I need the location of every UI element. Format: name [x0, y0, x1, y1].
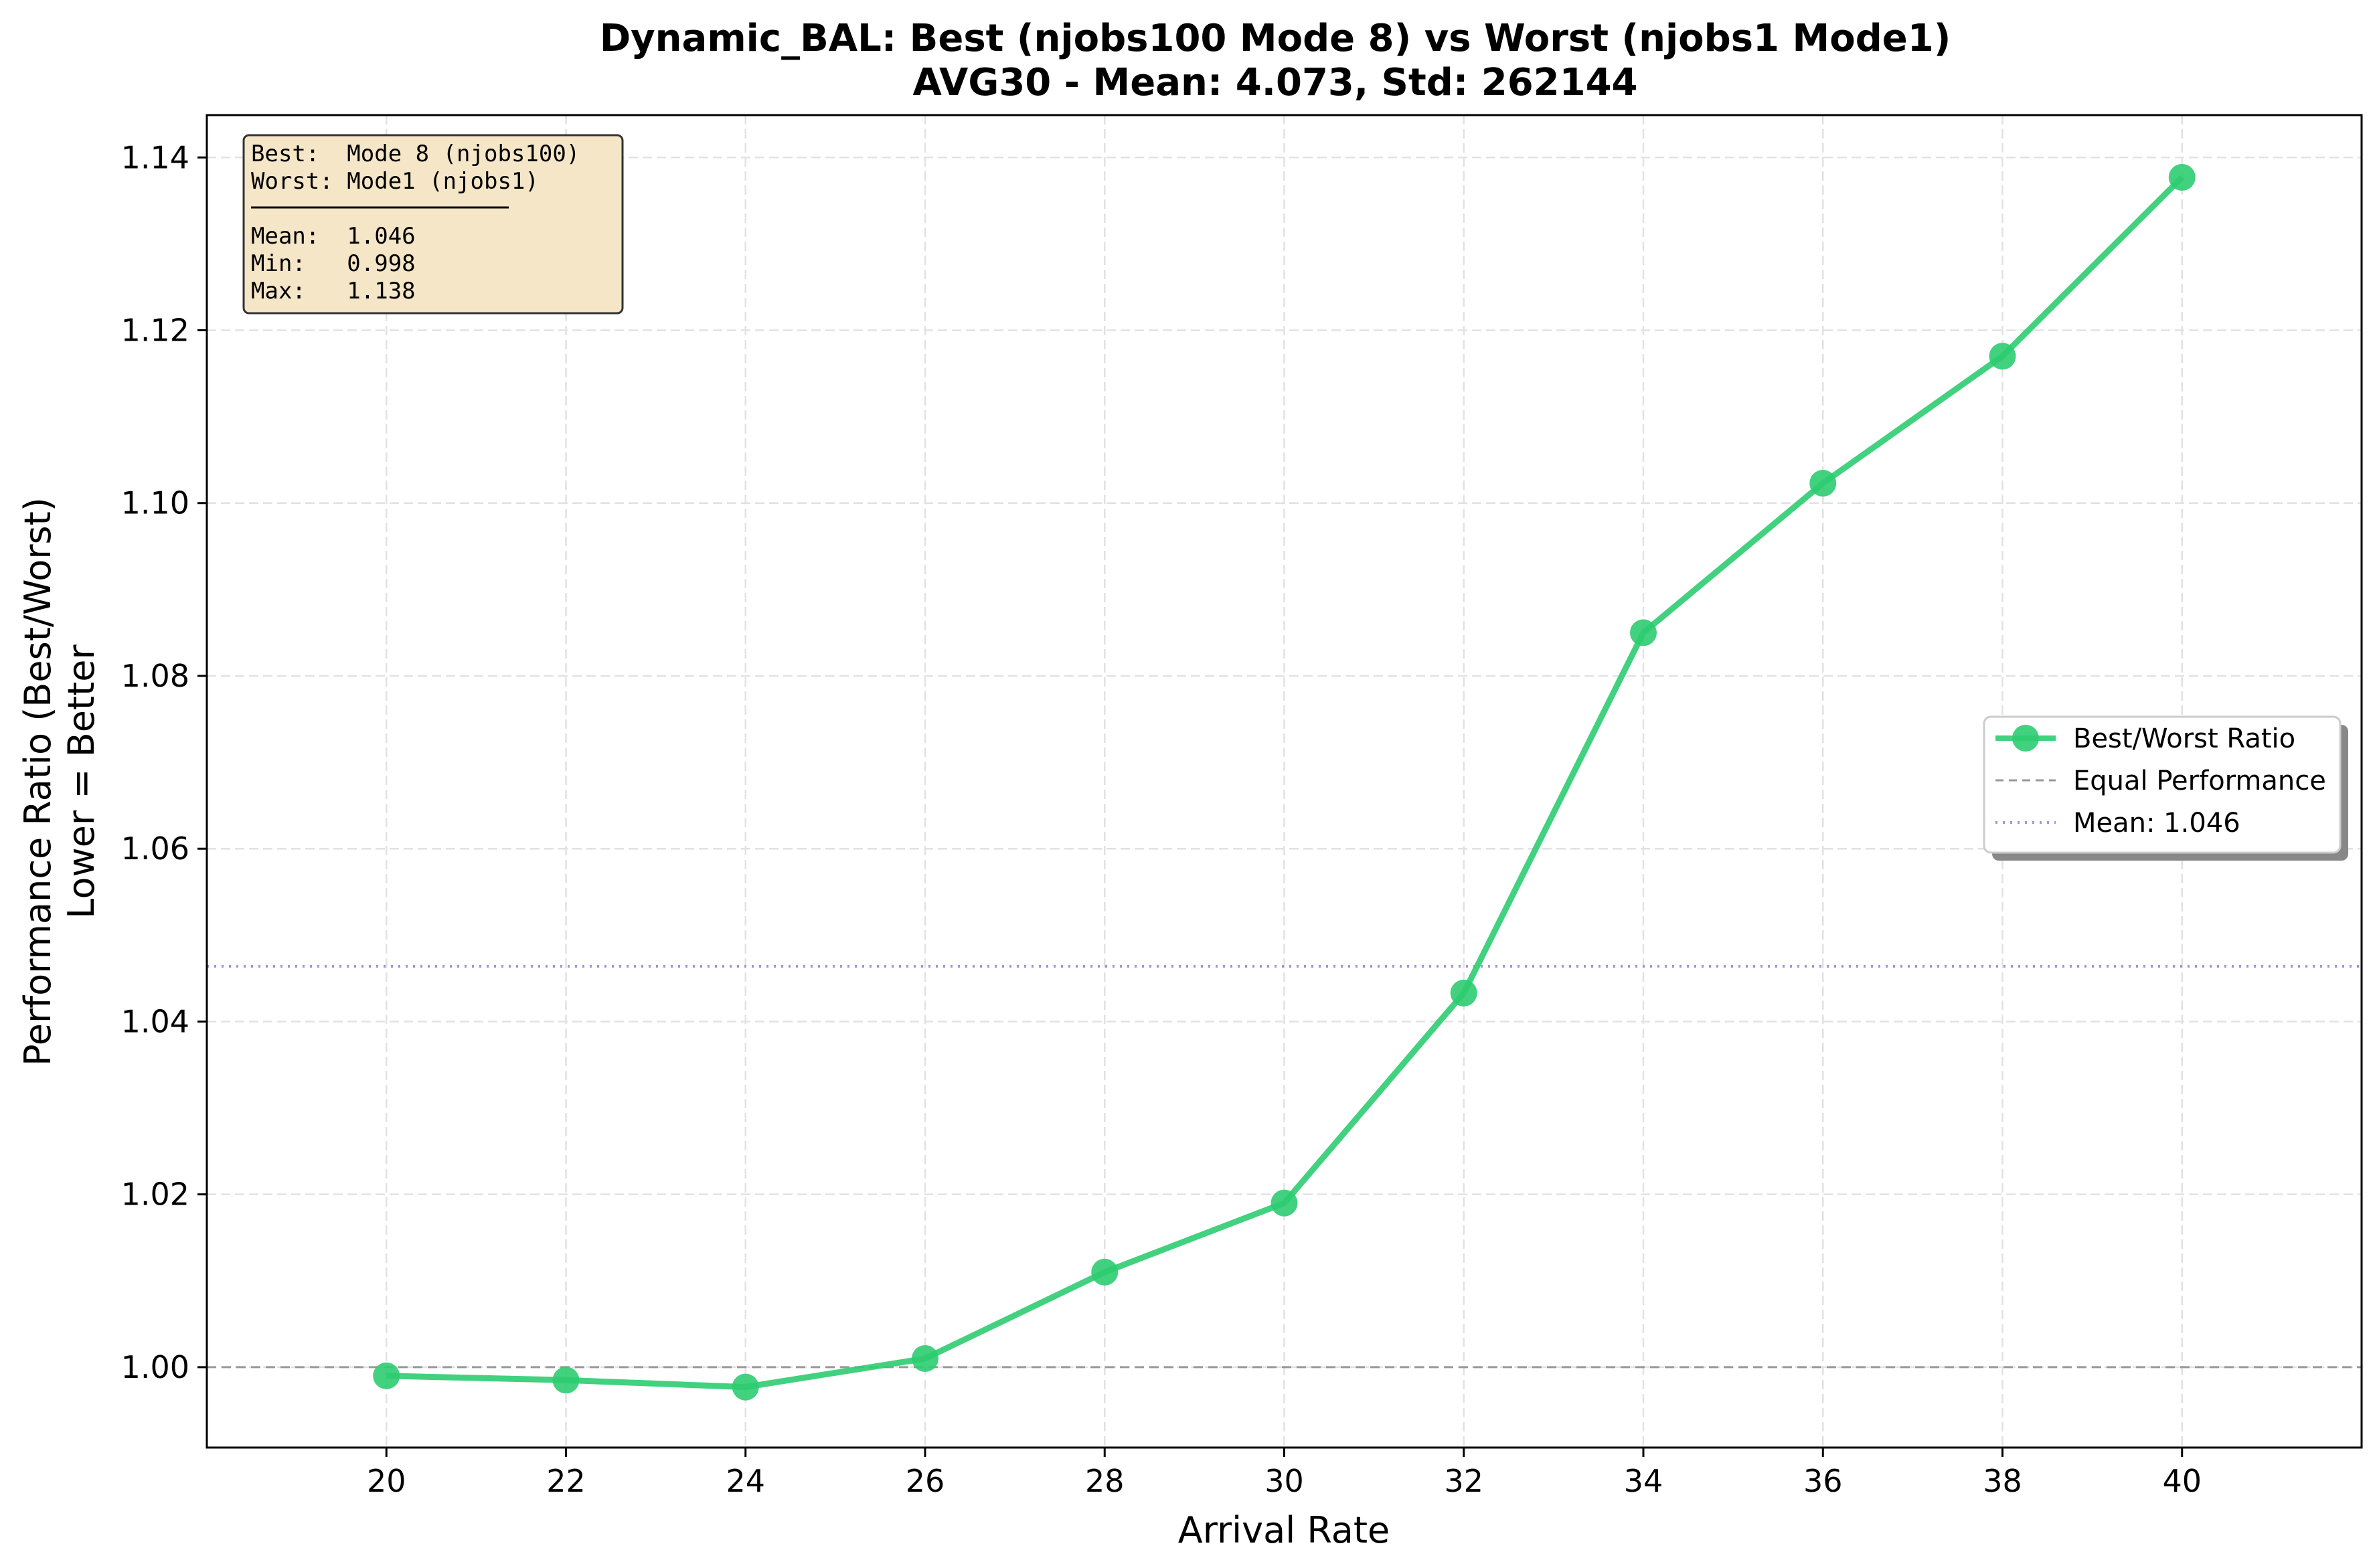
data-point [373, 1362, 400, 1389]
legend-label-series: Best/Worst Ratio [2073, 723, 2295, 754]
data-point [1271, 1189, 1298, 1217]
x-axis-label: Arrival Rate [1178, 1509, 1390, 1551]
x-tick-label: 24 [726, 1463, 765, 1499]
y-axis-ticks: 1.00 1.02 1.04 1.06 1.08 1.10 1.12 1.14 [121, 139, 207, 1385]
x-tick-label: 36 [1803, 1463, 1843, 1499]
x-tick-label: 28 [1085, 1463, 1125, 1499]
data-point [1630, 619, 1657, 646]
stats-line-best: Best: Mode 8 (njobs100) [251, 141, 580, 167]
legend-background [1983, 715, 2342, 854]
data-point [1989, 343, 2016, 370]
y-axis-label-line1: Performance Ratio (Best/Worst) [17, 497, 59, 1066]
data-point [1450, 979, 1477, 1007]
x-tick-label: 30 [1264, 1463, 1304, 1499]
legend-label-equal: Equal Performance [2073, 766, 2326, 796]
y-tick-label: 1.14 [121, 139, 189, 175]
series-layer [373, 163, 2196, 1401]
y-tick-label: 1.00 [121, 1349, 189, 1385]
y-tick-label: 1.04 [121, 1003, 189, 1039]
stats-line-min: Min: 0.998 [251, 250, 416, 277]
x-tick-label: 22 [546, 1463, 586, 1499]
stats-line-mean: Mean: 1.046 [251, 223, 416, 250]
data-point [732, 1373, 759, 1401]
data-point [1091, 1258, 1119, 1286]
data-point [912, 1345, 938, 1373]
x-tick-label: 40 [2162, 1463, 2202, 1499]
y-tick-label: 1.08 [121, 658, 189, 694]
y-tick-label: 1.02 [121, 1177, 189, 1213]
x-tick-label: 38 [1983, 1463, 2022, 1499]
y-tick-label: 1.10 [121, 485, 189, 521]
x-tick-label: 34 [1624, 1463, 1663, 1499]
x-tick-label: 32 [1444, 1463, 1483, 1499]
x-tick-label: 20 [367, 1463, 406, 1499]
y-tick-label: 1.12 [121, 313, 189, 349]
y-axis-label-line2: Lower = Better [60, 644, 102, 919]
data-point [552, 1367, 580, 1394]
x-tick-label: 26 [906, 1463, 945, 1499]
stats-line-worst: Worst: Mode1 (njobs1) [251, 168, 539, 195]
chart-title-line2: AVG30 - Mean: 4.073, Std: 262144 [912, 61, 1637, 104]
data-point [2168, 163, 2196, 191]
y-tick-label: 1.06 [121, 831, 189, 867]
data-point [1809, 470, 1837, 497]
legend-label-mean: Mean: 1.046 [2073, 808, 2240, 839]
reference-lines [207, 964, 2362, 1369]
chart-title-line1: Dynamic_BAL: Best (njobs100 Mode 8) vs W… [600, 17, 1951, 60]
stats-line-max: Max: 1.138 [251, 278, 416, 304]
x-axis-ticks: 20 22 24 26 28 30 32 34 36 38 40 [367, 1448, 2202, 1499]
legend: Best/Worst Ratio Equal Performance Mean:… [1983, 715, 2348, 861]
stats-box: Best: Mode 8 (njobs100) Worst: Mode1 (nj… [242, 134, 624, 315]
stats-box-background [242, 134, 624, 315]
legend-marker-dot-series [2012, 725, 2039, 752]
